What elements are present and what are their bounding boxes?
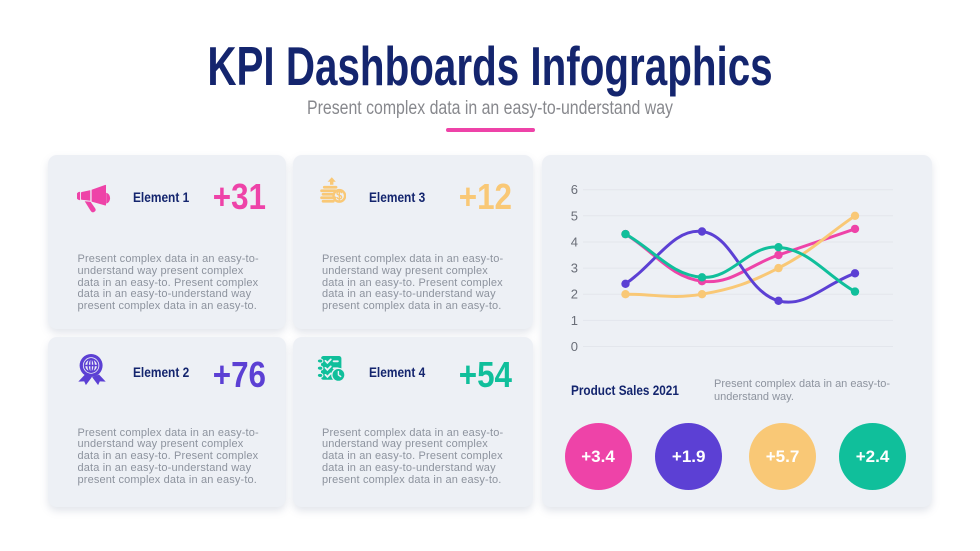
svg-text:4: 4 <box>571 235 578 250</box>
svg-text:3: 3 <box>571 261 578 276</box>
svg-text:2: 2 <box>571 287 578 302</box>
svg-text:0: 0 <box>571 339 578 354</box>
svg-text:6: 6 <box>571 182 578 197</box>
svg-text:5: 5 <box>571 208 578 223</box>
svg-text:1: 1 <box>571 313 578 328</box>
